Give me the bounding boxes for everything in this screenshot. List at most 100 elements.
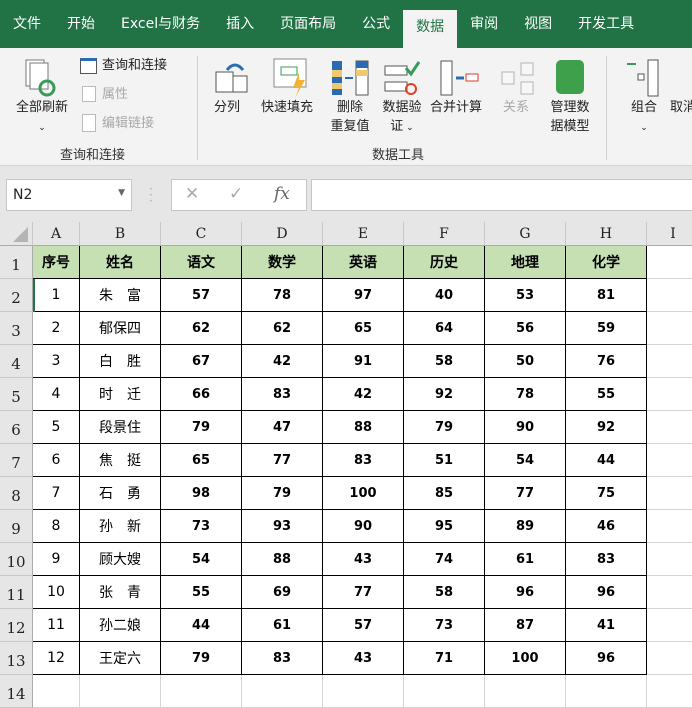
- table-cell[interactable]: 57: [161, 279, 242, 312]
- table-cell[interactable]: 42: [242, 345, 323, 378]
- table-cell[interactable]: 7: [33, 477, 80, 510]
- table-cell[interactable]: 张 青: [80, 576, 161, 609]
- table-cell[interactable]: 54: [161, 543, 242, 576]
- tab-6[interactable]: 数据: [403, 10, 458, 48]
- table-cell[interactable]: 65: [323, 312, 404, 345]
- header-cell[interactable]: 语文: [161, 246, 242, 279]
- table-cell[interactable]: 65: [161, 444, 242, 477]
- table-cell[interactable]: 孙二娘: [80, 609, 161, 642]
- table-cell[interactable]: 100: [485, 642, 566, 675]
- table-cell[interactable]: 42: [323, 378, 404, 411]
- group-button[interactable]: 组合 ⌄: [626, 98, 662, 138]
- name-box[interactable]: N2 ▼: [6, 179, 132, 211]
- cell[interactable]: [647, 378, 692, 411]
- table-cell[interactable]: 44: [566, 444, 647, 477]
- tab-9[interactable]: 开发工具: [578, 16, 635, 32]
- relationships-button[interactable]: 关系: [503, 100, 530, 115]
- table-cell[interactable]: 61: [485, 543, 566, 576]
- table-cell[interactable]: 62: [242, 312, 323, 345]
- cell[interactable]: [647, 477, 692, 510]
- table-cell[interactable]: 石 勇: [80, 477, 161, 510]
- table-cell[interactable]: 73: [404, 609, 485, 642]
- header-cell[interactable]: 数学: [242, 246, 323, 279]
- table-cell[interactable]: 95: [404, 510, 485, 543]
- row-header-3[interactable]: 3: [0, 312, 33, 345]
- table-cell[interactable]: 83: [242, 378, 323, 411]
- table-cell[interactable]: 79: [161, 411, 242, 444]
- table-cell[interactable]: 51: [404, 444, 485, 477]
- cell[interactable]: [647, 576, 692, 609]
- column-header-B[interactable]: B: [80, 222, 161, 246]
- column-header-D[interactable]: D: [242, 222, 323, 246]
- data-validation-button[interactable]: 数据验证 ⌄: [378, 98, 426, 138]
- table-cell[interactable]: 时 迁: [80, 378, 161, 411]
- text-to-columns-button[interactable]: 分列: [214, 100, 241, 115]
- table-cell[interactable]: 93: [242, 510, 323, 543]
- table-cell[interactable]: 焦 挺: [80, 444, 161, 477]
- table-cell[interactable]: 5: [33, 411, 80, 444]
- enter-check-icon[interactable]: ✓: [229, 184, 244, 204]
- table-cell[interactable]: 顾大嫂: [80, 543, 161, 576]
- table-cell[interactable]: 55: [161, 576, 242, 609]
- table-cell[interactable]: 67: [161, 345, 242, 378]
- row-header-2[interactable]: 2: [0, 279, 33, 312]
- table-cell[interactable]: 83: [323, 444, 404, 477]
- header-cell[interactable]: 英语: [323, 246, 404, 279]
- row-header-8[interactable]: 8: [0, 477, 33, 510]
- tab-4[interactable]: 页面布局: [280, 16, 337, 32]
- header-cell[interactable]: 姓名: [80, 246, 161, 279]
- table-cell[interactable]: 83: [242, 642, 323, 675]
- row-header-14[interactable]: 14: [0, 675, 33, 708]
- table-cell[interactable]: 62: [161, 312, 242, 345]
- edit-links-button[interactable]: 编辑链接: [102, 116, 155, 131]
- select-all-corner[interactable]: [0, 222, 33, 246]
- table-cell[interactable]: 75: [566, 477, 647, 510]
- row-header-11[interactable]: 11: [0, 576, 33, 609]
- table-cell[interactable]: 孙 新: [80, 510, 161, 543]
- cell[interactable]: [485, 675, 566, 708]
- table-cell[interactable]: 87: [485, 609, 566, 642]
- table-cell[interactable]: 71: [404, 642, 485, 675]
- table-cell[interactable]: 朱 富: [80, 279, 161, 312]
- table-cell[interactable]: 4: [33, 378, 80, 411]
- table-cell[interactable]: 73: [161, 510, 242, 543]
- table-cell[interactable]: 77: [323, 576, 404, 609]
- table-cell[interactable]: 56: [485, 312, 566, 345]
- table-cell[interactable]: 96: [566, 642, 647, 675]
- table-cell[interactable]: 2: [33, 312, 80, 345]
- table-cell[interactable]: 64: [404, 312, 485, 345]
- table-cell[interactable]: 47: [242, 411, 323, 444]
- table-cell[interactable]: 79: [161, 642, 242, 675]
- properties-button[interactable]: 属性: [102, 87, 129, 102]
- row-header-7[interactable]: 7: [0, 444, 33, 477]
- table-cell[interactable]: 50: [485, 345, 566, 378]
- table-cell[interactable]: 41: [566, 609, 647, 642]
- table-cell[interactable]: 79: [242, 477, 323, 510]
- table-cell[interactable]: 74: [404, 543, 485, 576]
- tab-2[interactable]: Excel与财务: [121, 16, 201, 32]
- formula-input[interactable]: [311, 179, 692, 211]
- table-cell[interactable]: 85: [404, 477, 485, 510]
- table-cell[interactable]: 100: [323, 477, 404, 510]
- table-cell[interactable]: 43: [323, 642, 404, 675]
- cell[interactable]: [647, 675, 692, 708]
- column-header-C[interactable]: C: [161, 222, 242, 246]
- drag-handle-icon[interactable]: · · ·: [149, 182, 153, 208]
- table-cell[interactable]: 55: [566, 378, 647, 411]
- table-cell[interactable]: 90: [323, 510, 404, 543]
- cell[interactable]: [647, 642, 692, 675]
- insert-function-icon[interactable]: fx: [274, 184, 290, 204]
- table-cell[interactable]: 40: [404, 279, 485, 312]
- table-cell[interactable]: 8: [33, 510, 80, 543]
- tab-0[interactable]: 文件: [13, 16, 41, 32]
- tab-8[interactable]: 视图: [524, 16, 553, 32]
- header-cell[interactable]: 序号: [33, 246, 80, 279]
- cell[interactable]: [647, 543, 692, 576]
- row-header-13[interactable]: 13: [0, 642, 33, 675]
- row-header-10[interactable]: 10: [0, 543, 33, 576]
- table-cell[interactable]: 1: [33, 279, 80, 312]
- table-cell[interactable]: 98: [161, 477, 242, 510]
- table-cell[interactable]: 57: [323, 609, 404, 642]
- table-cell[interactable]: 97: [323, 279, 404, 312]
- table-cell[interactable]: 92: [566, 411, 647, 444]
